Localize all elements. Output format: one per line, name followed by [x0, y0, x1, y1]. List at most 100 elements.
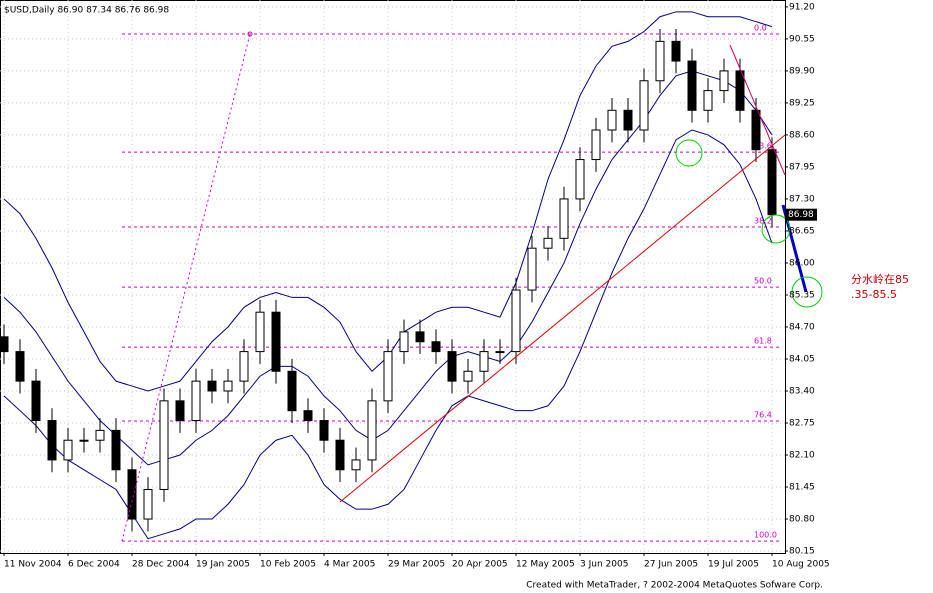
y-tick-label: 82.75 [789, 418, 815, 428]
candle-body [47, 420, 57, 461]
fib-label: 61.8 [754, 337, 772, 346]
candle-body [175, 400, 185, 422]
candle-body [63, 439, 73, 461]
y-tick-label: 84.70 [789, 322, 815, 332]
x-tick-label: 29 Mar 2005 [388, 560, 445, 570]
y-tick-label: 83.40 [789, 386, 815, 396]
y-tick-label: 86.00 [789, 258, 815, 268]
chart-title: $USD,Daily 86.90 87.34 86.76 86.98 [4, 6, 169, 16]
candle-body [479, 351, 489, 372]
y-tick-label: 91.20 [789, 2, 815, 12]
candle-body [15, 351, 25, 382]
y-tick-label: 88.60 [789, 130, 815, 140]
x-tick-label: 11 Nov 2004 [4, 560, 62, 570]
candle-body [287, 370, 297, 412]
candle-body [95, 429, 105, 441]
fib-label: 76.4 [754, 411, 772, 420]
annotation: .35-85.5 [851, 288, 897, 301]
candle-body [431, 341, 441, 353]
x-tick-label: 27 Jun 2005 [644, 560, 698, 570]
highlight-circle [675, 139, 703, 167]
last-price-box [785, 208, 817, 221]
candle-body [735, 70, 745, 111]
candles [0, 29, 777, 532]
candle-body [415, 331, 425, 343]
x-tick-label: 3 Jun 2005 [580, 560, 628, 570]
x-tick-label: 10 Aug 2005 [772, 560, 830, 570]
y-tick-label: 89.90 [789, 66, 815, 76]
candle-body [255, 311, 265, 353]
candle-body [111, 429, 121, 471]
candle-body [303, 410, 313, 422]
candle-body [447, 351, 457, 382]
y-tick-label: 82.10 [789, 451, 815, 461]
y-tick-label: 86.65 [789, 226, 815, 236]
candle-body [719, 70, 729, 92]
drawings [121, 31, 823, 542]
candle-body [511, 289, 521, 353]
candle-body [607, 109, 617, 131]
candle-body [0, 336, 9, 353]
candle-body [239, 351, 249, 382]
fib-label: 50.0 [754, 277, 772, 286]
candle-body [575, 159, 585, 200]
highlight-circle [791, 276, 823, 308]
candle-body [143, 488, 153, 520]
candle-body [31, 380, 41, 422]
fib-label: 23.6 [754, 142, 772, 151]
candle-body [191, 380, 201, 422]
candle-body [367, 400, 377, 461]
x-tick-label: 12 May 2005 [516, 560, 575, 570]
last-price: 86.98 [788, 210, 814, 220]
candle-body [623, 109, 633, 131]
y-tick-label: 85.35 [789, 290, 815, 300]
candle-body [703, 90, 713, 111]
axes: 91.20 90.55 89.90 89.25 88.60 87.95 87.30 86.65… [3, 2, 830, 570]
x-tick-label: 28 Dec 2004 [132, 560, 190, 570]
y-tick-label: 81.45 [789, 483, 815, 493]
highlight-circle [761, 214, 791, 244]
fibonacci: 0.0 23.6 38.2 50.0 61.8 76.4 100.0 [122, 23, 780, 542]
candle-body [543, 237, 553, 249]
y-tick-label: 80.15 [789, 547, 815, 557]
candle-body [495, 351, 505, 354]
candle-body [527, 247, 537, 291]
y-tick-label: 84.05 [789, 354, 815, 364]
candle-body [767, 149, 777, 216]
y-tick-label: 87.95 [789, 162, 815, 172]
annotation: 分水岭在85 [851, 272, 909, 286]
candle-body [383, 351, 393, 402]
fib-anchor [247, 31, 253, 37]
candle-body [79, 439, 89, 442]
candle-body [319, 420, 329, 441]
candle-body [751, 109, 761, 151]
fib-label: 38.2 [754, 217, 772, 226]
grid [0, 0, 785, 553]
fib-label: 0.0 [754, 23, 767, 32]
candle-body [655, 40, 665, 82]
candle-body [671, 40, 681, 62]
candle-body [639, 80, 649, 131]
down-trend-line [729, 44, 786, 176]
candle-body [223, 380, 233, 392]
candle-body [559, 198, 569, 239]
y-tick-label: 87.30 [789, 194, 815, 204]
candle-body [687, 60, 697, 111]
y-tick-label: 90.55 [789, 34, 815, 44]
y-tick-label: 89.25 [789, 98, 815, 108]
x-tick-label: 4 Mar 2005 [324, 560, 375, 570]
trend-line [339, 134, 786, 503]
candle-body [335, 439, 345, 471]
x-tick-label: 19 Jan 2005 [196, 560, 250, 570]
x-tick-label: 19 Jul 2005 [708, 560, 759, 570]
y-tick-label: 80.80 [789, 515, 815, 525]
fib-label: 100.0 [754, 531, 777, 540]
candle-body [351, 459, 361, 471]
x-tick-label: 6 Dec 2004 [68, 560, 120, 570]
candle-body [463, 370, 473, 382]
footer: Created with MetaTrader, ? 2002-2004 Met… [526, 581, 823, 591]
x-tick-label: 10 Feb 2005 [260, 560, 316, 570]
candle-body [159, 400, 169, 490]
